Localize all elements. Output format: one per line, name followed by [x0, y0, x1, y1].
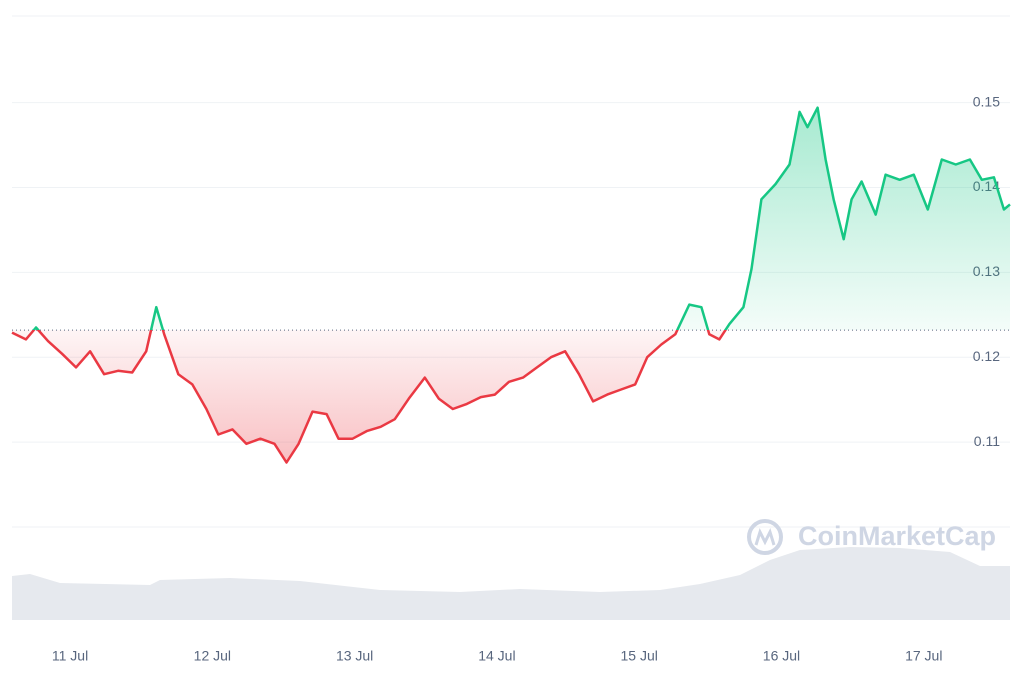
watermark-logo-mark: [754, 527, 776, 546]
x-tick-label: 15 Jul: [621, 648, 658, 664]
x-tick-label: 14 Jul: [478, 648, 515, 664]
y-tick-label: 0.15: [973, 93, 1000, 109]
x-tick-label: 17 Jul: [905, 648, 942, 664]
y-tick-label: 0.12: [973, 348, 1000, 364]
volume-area: [12, 547, 1010, 620]
x-tick-label: 13 Jul: [336, 648, 373, 664]
y-tick-label: 0.11: [974, 433, 1000, 449]
watermark-text: CoinMarketCap: [798, 521, 996, 551]
x-tick-label: 12 Jul: [194, 648, 231, 664]
x-tick-label: 11 Jul: [52, 648, 88, 664]
price-area: [12, 107, 1010, 463]
watermark: CoinMarketCap: [747, 519, 996, 555]
price-line: [11, 106, 1011, 464]
watermark-logo: [747, 519, 783, 555]
x-tick-label: 16 Jul: [763, 648, 800, 664]
